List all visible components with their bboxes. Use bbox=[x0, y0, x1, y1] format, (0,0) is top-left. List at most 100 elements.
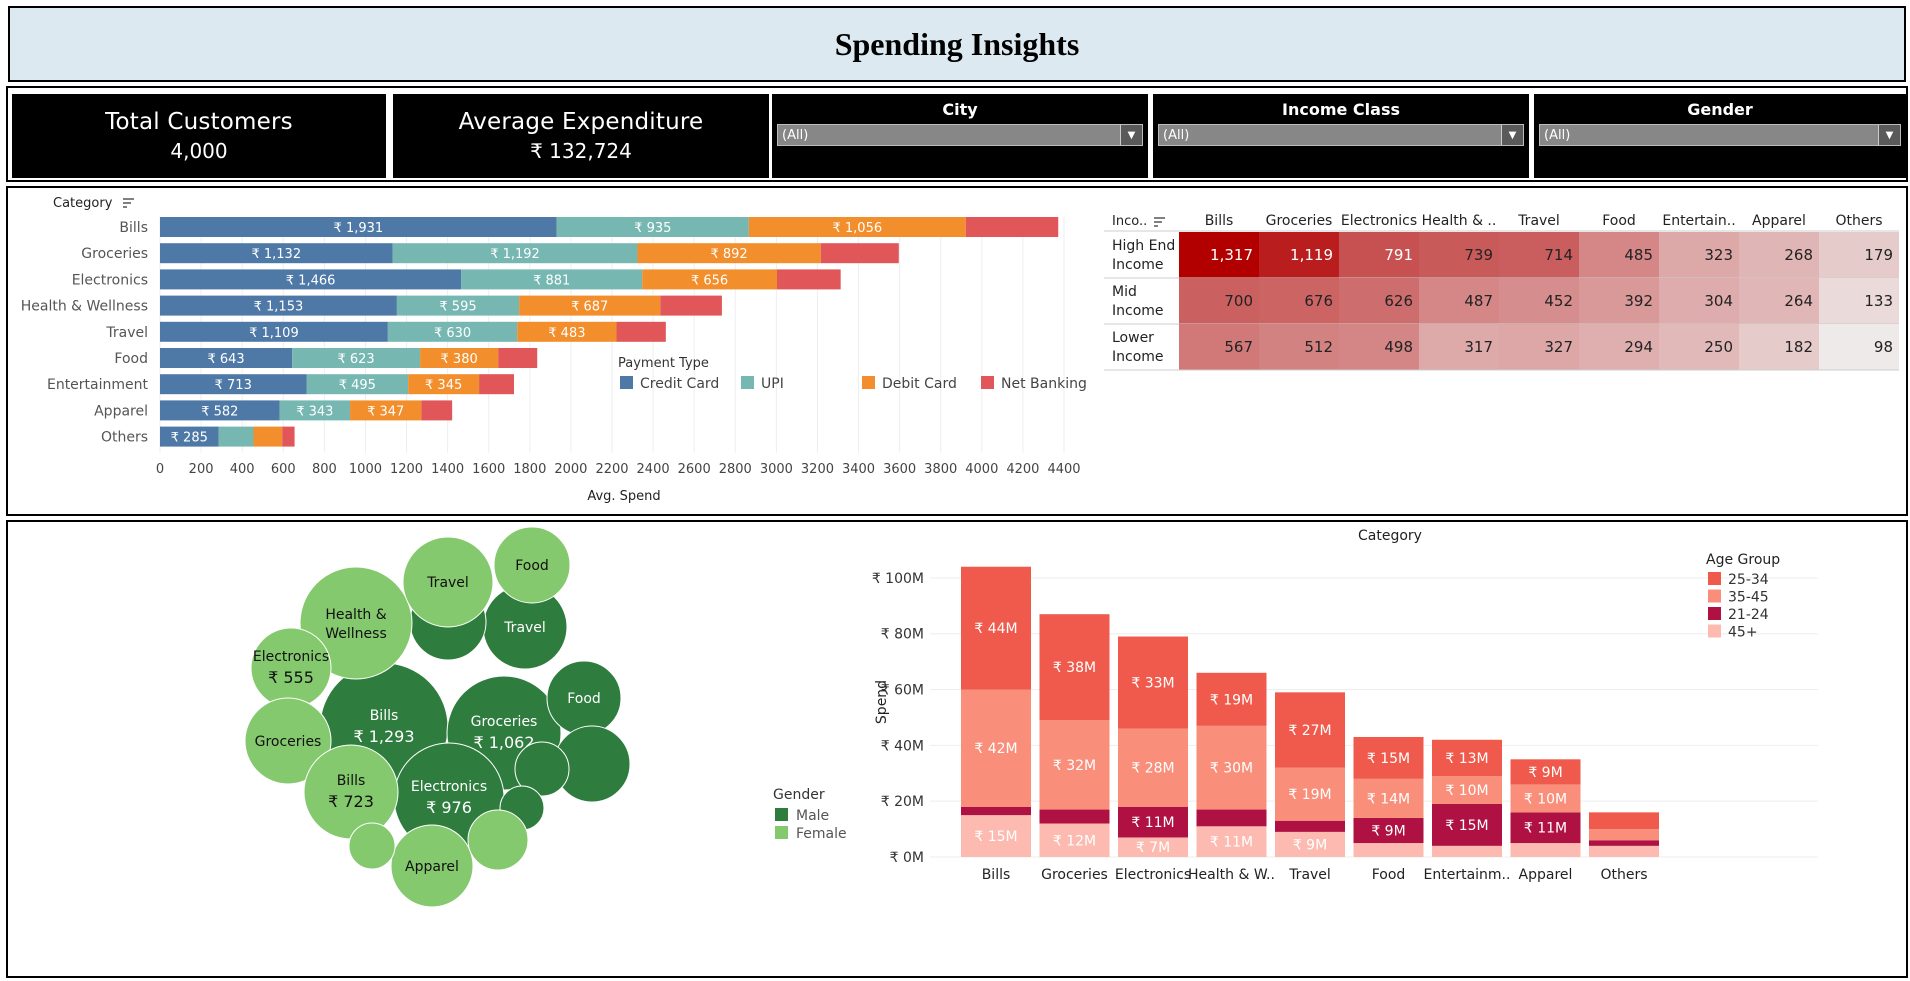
bar-segment[interactable] bbox=[253, 426, 283, 447]
income-class-dropdown[interactable]: (All) ▼ bbox=[1158, 124, 1524, 146]
gender-bubble[interactable]: Groceries bbox=[244, 697, 332, 785]
heatmap-cell[interactable] bbox=[1819, 232, 1899, 278]
bar-segment[interactable] bbox=[1589, 829, 1659, 841]
bar-segment[interactable] bbox=[1196, 725, 1267, 810]
bar-segment[interactable] bbox=[350, 400, 422, 421]
heatmap-cell[interactable] bbox=[1579, 232, 1659, 278]
heatmap-cell[interactable] bbox=[1579, 278, 1659, 324]
bar-segment[interactable] bbox=[160, 400, 280, 421]
bar-segment[interactable] bbox=[556, 217, 749, 237]
heatmap-cell[interactable] bbox=[1499, 324, 1579, 370]
bar-segment[interactable] bbox=[820, 243, 899, 264]
heatmap-cell[interactable] bbox=[1339, 324, 1419, 370]
gender-dropdown[interactable]: (All) ▼ bbox=[1539, 124, 1901, 146]
bar-segment[interactable] bbox=[1039, 720, 1110, 810]
heatmap-cell[interactable] bbox=[1179, 324, 1259, 370]
bar-segment[interactable] bbox=[218, 426, 254, 447]
bar-segment[interactable] bbox=[282, 426, 295, 447]
bar-segment[interactable] bbox=[396, 295, 520, 316]
bar-segment[interactable] bbox=[160, 374, 307, 395]
chevron-down-icon[interactable]: ▼ bbox=[1878, 125, 1900, 145]
bar-segment[interactable] bbox=[1510, 759, 1581, 785]
gender-bubble[interactable]: Bills ₹ 723 bbox=[303, 744, 399, 840]
heatmap-cell[interactable] bbox=[1659, 232, 1739, 278]
heatmap-cell[interactable] bbox=[1419, 278, 1499, 324]
bar-segment[interactable] bbox=[1589, 840, 1659, 846]
bar-segment[interactable] bbox=[1196, 826, 1267, 857]
bar-segment[interactable] bbox=[387, 321, 518, 342]
heatmap-cell[interactable] bbox=[1179, 278, 1259, 324]
bar-segment[interactable] bbox=[1275, 831, 1345, 857]
bar-segment[interactable] bbox=[279, 400, 351, 421]
bar-segment[interactable] bbox=[1353, 736, 1424, 779]
bar-segment[interactable] bbox=[1510, 843, 1581, 857]
bar-segment[interactable] bbox=[1275, 767, 1345, 821]
bar-segment[interactable] bbox=[1118, 728, 1188, 807]
bar-segment[interactable] bbox=[1275, 820, 1345, 832]
bar-segment[interactable] bbox=[498, 348, 538, 368]
bar-segment[interactable] bbox=[1118, 636, 1188, 729]
chevron-down-icon[interactable]: ▼ bbox=[1501, 125, 1523, 145]
gender-bubble[interactable] bbox=[514, 741, 570, 797]
heatmap-cell[interactable] bbox=[1259, 232, 1339, 278]
heatmap-cell[interactable] bbox=[1579, 324, 1659, 370]
bar-segment[interactable] bbox=[1353, 817, 1424, 844]
gender-bubble[interactable]: Electronics ₹ 555 bbox=[250, 627, 332, 709]
bar-segment[interactable] bbox=[1039, 823, 1110, 857]
bar-segment[interactable] bbox=[1589, 845, 1659, 857]
bar-segment[interactable] bbox=[1275, 692, 1345, 768]
bar-segment[interactable] bbox=[637, 243, 821, 264]
chevron-down-icon[interactable]: ▼ bbox=[1120, 125, 1142, 145]
bar-segment[interactable] bbox=[961, 566, 1031, 690]
bar-segment[interactable] bbox=[160, 269, 462, 290]
heatmap-cell[interactable] bbox=[1659, 324, 1739, 370]
bar-segment[interactable] bbox=[1510, 812, 1581, 844]
heatmap-cell[interactable] bbox=[1339, 278, 1419, 324]
bar-segment[interactable] bbox=[420, 348, 499, 368]
sort-icon[interactable] bbox=[123, 198, 134, 208]
bar-segment[interactable] bbox=[160, 426, 219, 447]
heatmap-cell[interactable] bbox=[1339, 232, 1419, 278]
bar-segment[interactable] bbox=[1432, 845, 1502, 857]
bar-segment[interactable] bbox=[1353, 843, 1424, 857]
gender-bubble[interactable]: Travel bbox=[482, 584, 568, 670]
bar-segment[interactable] bbox=[421, 400, 453, 421]
bar-segment[interactable] bbox=[1118, 806, 1188, 838]
bar-segment[interactable] bbox=[160, 295, 397, 316]
heatmap-cell[interactable] bbox=[1259, 324, 1339, 370]
city-dropdown[interactable]: (All) ▼ bbox=[777, 124, 1143, 146]
heatmap-cell[interactable] bbox=[1739, 232, 1819, 278]
bar-segment[interactable] bbox=[517, 321, 617, 342]
bar-segment[interactable] bbox=[776, 269, 841, 290]
heatmap-cell[interactable] bbox=[1659, 278, 1739, 324]
bar-segment[interactable] bbox=[408, 374, 480, 395]
bar-segment[interactable] bbox=[1432, 776, 1502, 804]
heatmap-cell[interactable] bbox=[1739, 278, 1819, 324]
bar-segment[interactable] bbox=[961, 689, 1031, 807]
bar-segment[interactable] bbox=[961, 806, 1031, 816]
bar-segment[interactable] bbox=[461, 269, 643, 290]
gender-bubble[interactable]: Food bbox=[493, 526, 571, 604]
sort-icon[interactable] bbox=[1154, 217, 1165, 227]
bar-segment[interactable] bbox=[1039, 809, 1110, 824]
heatmap-cell[interactable] bbox=[1499, 232, 1579, 278]
bar-segment[interactable] bbox=[660, 295, 722, 316]
bar-segment[interactable] bbox=[519, 295, 661, 316]
heatmap-cell[interactable] bbox=[1819, 324, 1899, 370]
bar-segment[interactable] bbox=[748, 217, 966, 237]
bar-segment[interactable] bbox=[965, 217, 1059, 237]
bar-segment[interactable] bbox=[1510, 784, 1581, 813]
bar-segment[interactable] bbox=[1432, 803, 1502, 846]
gender-bubble[interactable]: Health & Wellness bbox=[299, 566, 413, 680]
heatmap-cell[interactable] bbox=[1739, 324, 1819, 370]
heatmap-cell[interactable] bbox=[1419, 232, 1499, 278]
heatmap-cell[interactable] bbox=[1499, 278, 1579, 324]
bar-segment[interactable] bbox=[292, 348, 421, 368]
bar-segment[interactable] bbox=[616, 321, 666, 342]
bar-segment[interactable] bbox=[1118, 837, 1188, 857]
bar-segment[interactable] bbox=[160, 243, 393, 264]
bar-segment[interactable] bbox=[392, 243, 638, 264]
bar-segment[interactable] bbox=[479, 374, 514, 395]
bar-segment[interactable] bbox=[961, 815, 1031, 857]
heatmap-cell[interactable] bbox=[1259, 278, 1339, 324]
